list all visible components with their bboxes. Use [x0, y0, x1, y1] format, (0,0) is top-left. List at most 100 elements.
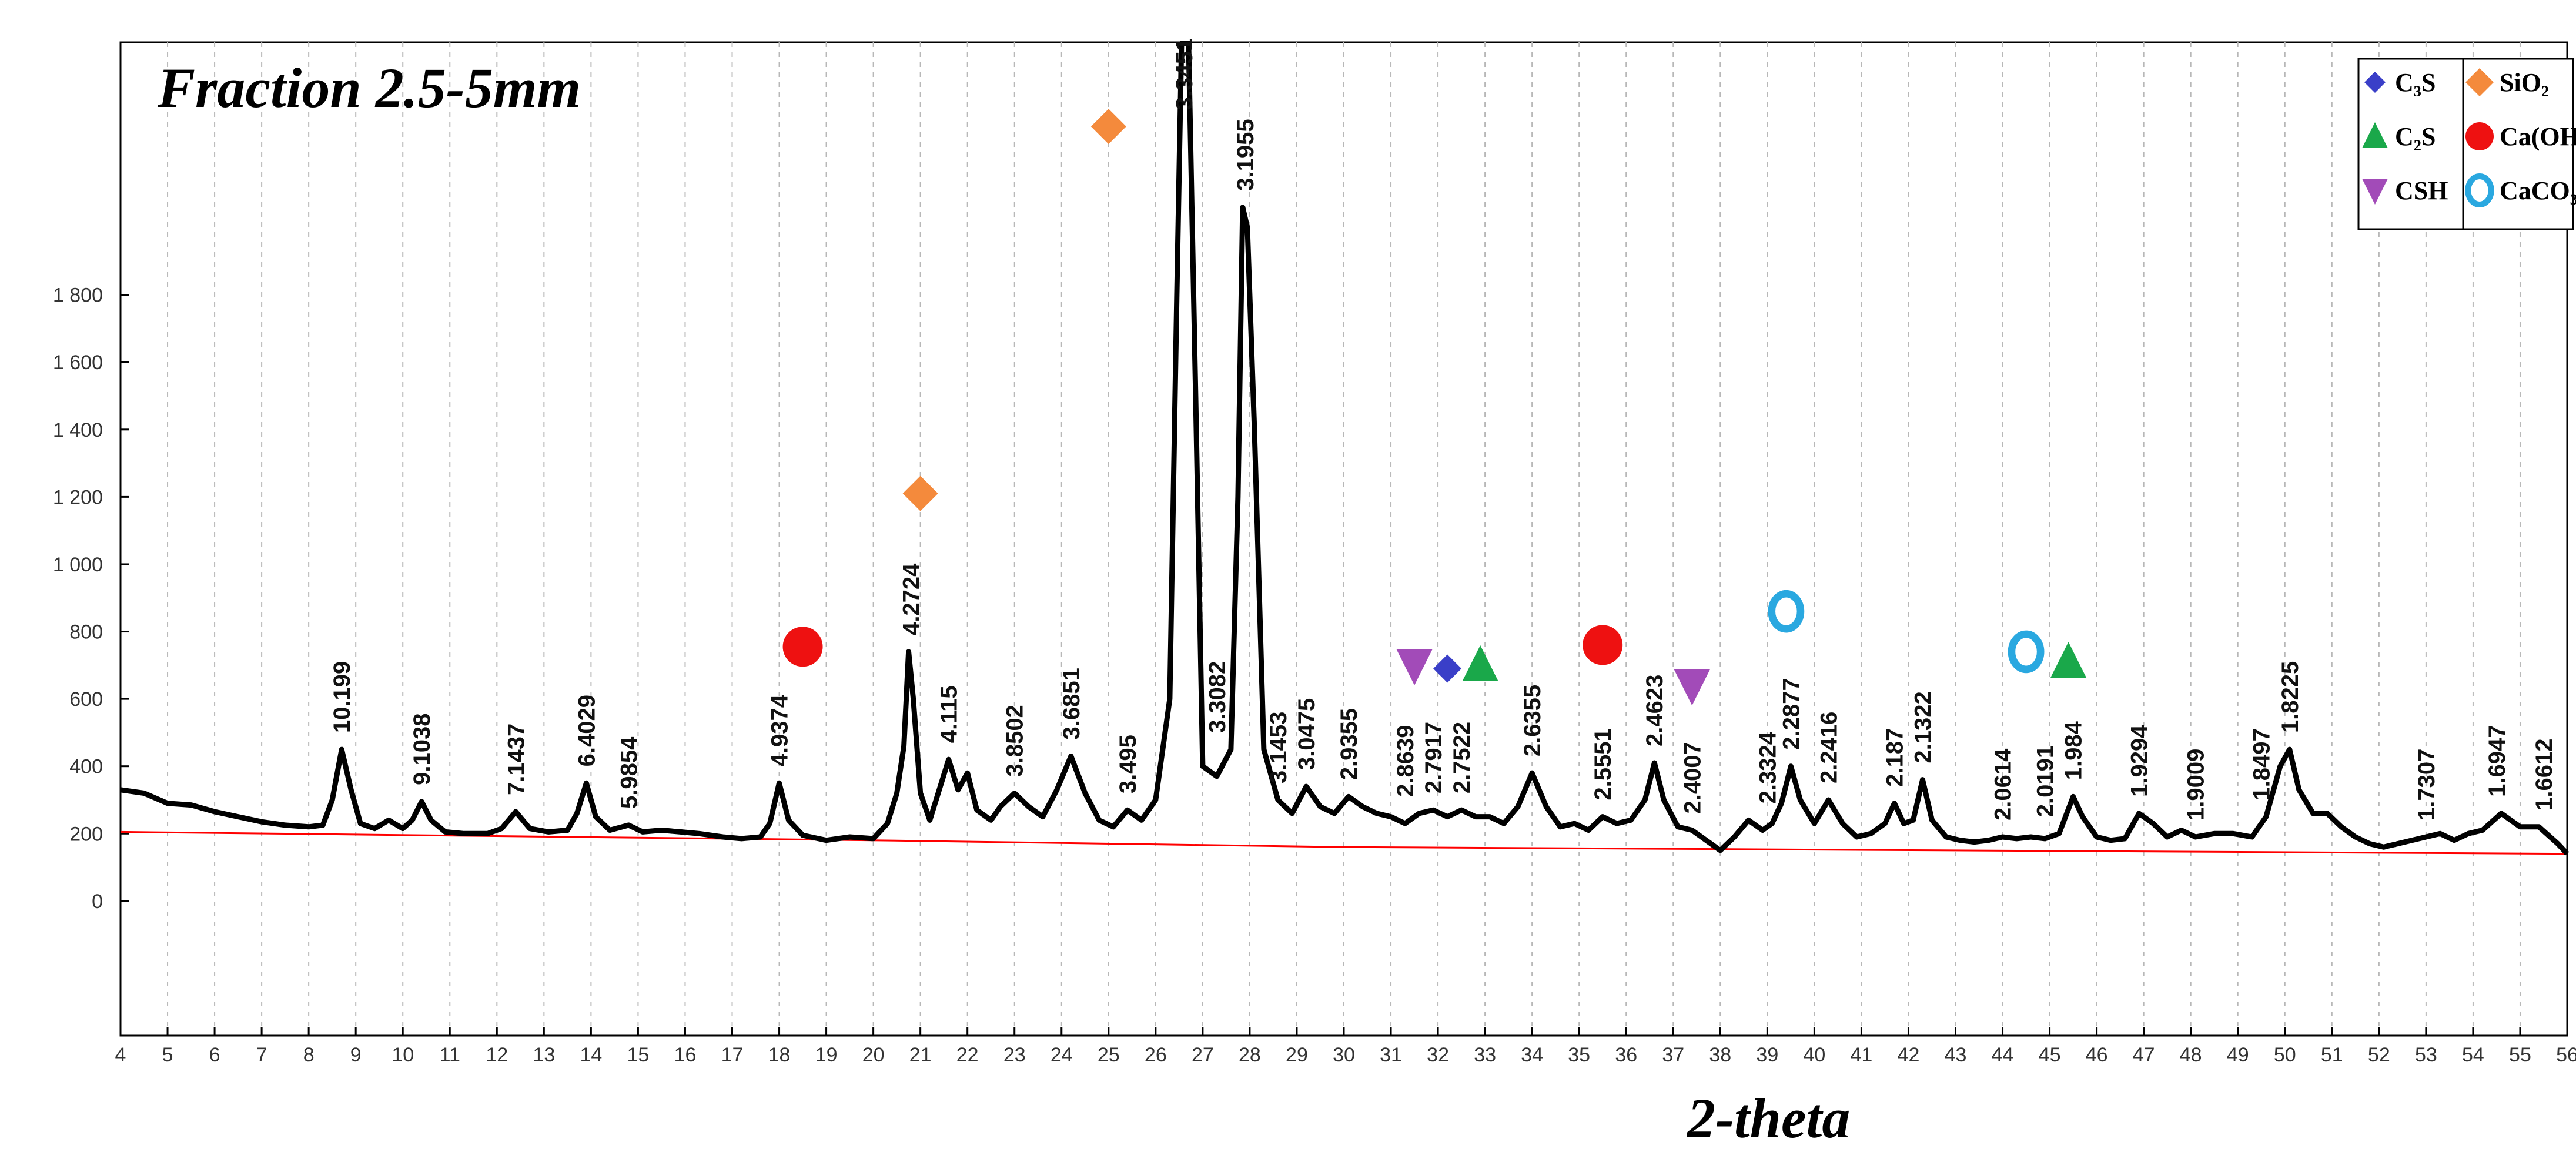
- peak-label: 3.3082: [1205, 661, 1230, 733]
- marker-csh: [1396, 649, 1433, 685]
- y-tick-label: 600: [69, 688, 103, 711]
- legend-label: CaCO₃: [2500, 176, 2576, 205]
- peak-label: 9.1038: [409, 714, 435, 785]
- x-tick-label: 54: [2462, 1044, 2484, 1066]
- peak-label: 2.4623: [1642, 675, 1668, 746]
- peak-label: 1.8497: [2249, 728, 2275, 800]
- x-tick-label: 11: [440, 1044, 460, 1066]
- x-tick-label: 24: [1051, 1044, 1073, 1066]
- marker-sio2: [1090, 109, 1126, 145]
- legend-label: Ca(OH)₂: [2500, 122, 2576, 151]
- x-tick-label: 6: [209, 1044, 220, 1066]
- marker-sio2: [902, 475, 938, 511]
- y-tick-label: 800: [69, 621, 103, 644]
- peak-label: 2.2877: [1778, 678, 1804, 749]
- peak-label: 1.984: [2061, 721, 2087, 780]
- x-tick-label: 47: [2133, 1044, 2155, 1066]
- legend-c2s-icon: [2362, 122, 2388, 148]
- y-tick-label: 1 400: [53, 419, 103, 441]
- peak-labels: 10.199 9.1038 7.1437 6.4029 5.9854 4.9374 4.27…: [329, 38, 2557, 821]
- x-tick-label: 10: [392, 1044, 414, 1066]
- y-tick-label: 1 200: [53, 486, 103, 508]
- x-tick-label: 15: [627, 1044, 650, 1066]
- marker-caoh2: [782, 627, 823, 667]
- x-tick-label: 40: [1803, 1044, 1825, 1066]
- peak-label: 2.8639: [1393, 725, 1419, 797]
- x-tick-label: 38: [1709, 1044, 1731, 1066]
- x-tick-label: 30: [1333, 1044, 1355, 1066]
- legend-sio2-icon: [2465, 68, 2494, 96]
- marker-c3s: [1433, 654, 1462, 683]
- peak-label: 2.7522: [1449, 722, 1475, 793]
- x-tick-label: 31: [1380, 1044, 1402, 1066]
- peak-label: 10.199: [329, 661, 355, 733]
- peak-label: 3.8502: [1002, 705, 1028, 776]
- peak-label: 2.3324: [1755, 731, 1781, 803]
- peak-label: 2.6355: [1520, 685, 1545, 756]
- peak-label: 3.495: [1115, 735, 1141, 793]
- x-tick-label: 52: [2368, 1044, 2390, 1066]
- y-tick-label: 200: [69, 823, 103, 845]
- peak-label: 4.115: [936, 685, 962, 743]
- x-tick-label: 46: [2086, 1044, 2108, 1066]
- x-tick-label: 37: [1662, 1044, 1684, 1066]
- x-tick-label: 8: [303, 1044, 315, 1066]
- x-tick-label: 20: [862, 1044, 885, 1066]
- x-tick-label: 26: [1145, 1044, 1167, 1066]
- peak-label: 2.187: [1882, 728, 1908, 787]
- x-tick-label: 12: [486, 1044, 508, 1066]
- x-tick-label: 32: [1427, 1044, 1449, 1066]
- marker-caco3: [1768, 590, 1805, 633]
- peak-label: 3.6851: [1059, 668, 1085, 739]
- y-tick-label: 0: [92, 890, 103, 913]
- x-tick-label: 34: [1521, 1044, 1543, 1066]
- x-tick-label: 23: [1003, 1044, 1026, 1066]
- legend: C₃S SiO₂ C₂S Ca(OH)₂ CSH CaCO₃: [2357, 58, 2576, 230]
- legend-box: [2357, 58, 2574, 230]
- y-axis-ticks: 0 200 400 600 800 1 000 1 200 1 400 1 600 1 800: [53, 284, 129, 913]
- marker-caoh2: [1583, 625, 1623, 665]
- x-tick-label: 39: [1756, 1044, 1778, 1066]
- peak-label: 2.0191: [2033, 745, 2059, 817]
- peak-label: 2.1322: [1910, 691, 1936, 763]
- legend-label: C₂S: [2395, 122, 2436, 151]
- legend-caoh2-icon: [2465, 122, 2494, 150]
- peak-label: 3.1453: [1266, 712, 1292, 783]
- x-tick-label: 45: [2039, 1044, 2061, 1066]
- marker-caco3: [2008, 630, 2045, 674]
- x-axis-label: 2-theta: [1686, 1087, 1850, 1150]
- peak-label: 6.4029: [574, 695, 600, 766]
- x-tick-label: 56: [2556, 1044, 2576, 1066]
- background-line: [120, 830, 2568, 855]
- x-tick-label: 25: [1098, 1044, 1120, 1066]
- x-tick-label: 55: [2509, 1044, 2531, 1066]
- x-tick-label: 14: [580, 1044, 602, 1066]
- peak-label: 2.9355: [1336, 708, 1362, 780]
- marker-c2s: [1462, 645, 1498, 682]
- legend-label: CSH: [2395, 176, 2448, 205]
- peak-label: 1.9009: [2183, 749, 2209, 821]
- peak-label: 7.1437: [503, 724, 529, 795]
- x-tick-label: 16: [674, 1044, 697, 1066]
- peak-label: 2.7917: [1421, 722, 1447, 793]
- x-tick-label: 48: [2180, 1044, 2202, 1066]
- xrd-pattern-line: [120, 41, 2570, 856]
- legend-csh-icon: [2362, 179, 2388, 205]
- x-tick-label: 4: [115, 1044, 126, 1066]
- x-tick-label: 17: [721, 1044, 744, 1066]
- x-tick-label: 18: [768, 1044, 791, 1066]
- x-tick-label: 36: [1615, 1044, 1637, 1066]
- marker-csh: [1674, 669, 1710, 706]
- x-axis-ticks: 4 5 6 7 8 9 10 11 12 13 14 15 16 17 18 19 20 21 22 23 24 25 26…: [115, 1027, 2576, 1066]
- legend-c3s-icon: [2364, 72, 2386, 93]
- legend-label: SiO₂: [2500, 68, 2549, 97]
- peak-label: 1.6947: [2484, 725, 2510, 797]
- x-tick-label: 5: [162, 1044, 173, 1066]
- legend-label: C₃S: [2395, 68, 2436, 97]
- x-tick-label: 41: [1851, 1044, 1873, 1066]
- x-tick-label: 27: [1192, 1044, 1214, 1066]
- x-tick-label: 29: [1286, 1044, 1308, 1066]
- x-tick-label: 28: [1239, 1044, 1261, 1066]
- y-tick-label: 400: [69, 756, 103, 778]
- peak-label: 2.2416: [1816, 712, 1842, 783]
